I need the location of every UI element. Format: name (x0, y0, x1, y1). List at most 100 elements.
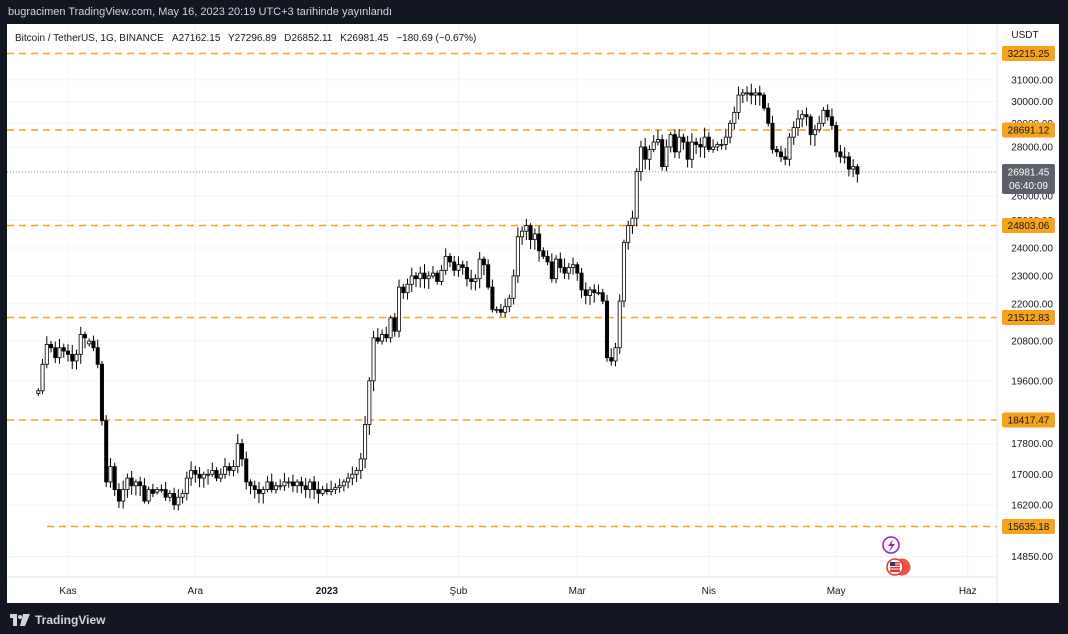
candle (549, 253, 554, 283)
candle-body (91, 340, 96, 349)
candle (397, 279, 402, 338)
candle-body (511, 275, 516, 299)
us-flag-event-icon[interactable] (886, 558, 911, 576)
level-price-tag (1002, 218, 1055, 233)
candle (70, 344, 75, 369)
candle (290, 474, 295, 493)
symbol-legend: Bitcoin / TetherUS, 1G, BINANCE A27162.1… (15, 33, 476, 44)
last-price-countdown: 06:40:09 (1009, 181, 1048, 192)
candle (61, 343, 66, 358)
candle (91, 335, 96, 352)
candle-body (206, 473, 211, 476)
candle (74, 349, 79, 370)
candle-body (571, 264, 576, 268)
candle (681, 133, 686, 150)
candle (795, 110, 800, 136)
candle-body (757, 92, 762, 96)
candle-body (647, 149, 652, 160)
tradingview-brand[interactable]: TradingView (10, 613, 105, 627)
candle (515, 227, 520, 283)
candle-body (167, 492, 172, 498)
candle (329, 480, 334, 496)
candle (133, 479, 138, 496)
candle-body (634, 171, 639, 219)
candle-body (711, 146, 716, 150)
candle-body (278, 485, 283, 488)
candle (299, 476, 304, 494)
price-tick-label: 26000.00 (1011, 192, 1053, 203)
candle (384, 326, 389, 342)
candle (142, 478, 147, 504)
candle-body (112, 466, 117, 490)
candle-body (672, 134, 677, 153)
time-tick-label: Ara (188, 586, 204, 597)
publish-header: bugracimen TradingView.com, May 16, 2023… (0, 0, 1068, 24)
candle (698, 137, 703, 158)
candle-body (812, 129, 817, 136)
candle (206, 469, 211, 485)
time-tick-label: Mar (569, 586, 587, 597)
candle (757, 85, 762, 106)
candle-body (486, 264, 491, 288)
candle (172, 487, 177, 510)
candle-body (537, 233, 542, 252)
candle (150, 483, 155, 498)
candle (354, 467, 359, 483)
time-tick-label: Şub (450, 586, 468, 597)
candle (371, 330, 376, 392)
candle (736, 86, 741, 120)
candle-body (753, 92, 758, 96)
candle (469, 269, 474, 290)
candle-body (783, 156, 788, 160)
candle (800, 110, 805, 128)
legend-low: D26852.11 (284, 33, 333, 44)
candle-body (749, 92, 754, 96)
candle-body (447, 255, 452, 263)
candle (812, 124, 817, 146)
candle (333, 483, 338, 495)
candle-body (40, 363, 45, 392)
candle (401, 283, 406, 299)
symbol-name: Bitcoin / TetherUS, 1G, BINANCE (15, 33, 164, 44)
candle-body (498, 309, 503, 313)
candle-body (346, 477, 351, 483)
price-chart[interactable]: 31000.0030000.0029000.0028000.0027000.00… (7, 24, 1059, 603)
candle (554, 255, 559, 284)
candle (392, 313, 397, 337)
candle-body (740, 92, 745, 96)
candle-body (732, 112, 737, 124)
candle (197, 467, 202, 488)
candle-body (545, 255, 550, 263)
candle-body (371, 337, 376, 382)
candle-body (621, 241, 626, 302)
candle-body (125, 477, 130, 490)
candle-body (664, 146, 669, 168)
candle-body (804, 114, 809, 118)
candle (575, 262, 580, 281)
chart-panel[interactable]: 31000.0030000.0029000.0028000.0027000.00… (7, 24, 1059, 603)
candle (146, 486, 151, 505)
candle-body (430, 272, 435, 277)
candle-body (312, 481, 317, 490)
candle (184, 471, 189, 501)
candle-body (668, 134, 673, 148)
candle-body (261, 489, 266, 494)
candle (503, 298, 508, 318)
candle-body (422, 272, 427, 280)
level-price-label: 18417.47 (1008, 416, 1050, 427)
candle (537, 225, 542, 262)
candle (583, 282, 588, 305)
price-tick-label: 19600.00 (1011, 376, 1053, 387)
candle (460, 260, 465, 275)
candle-body (397, 286, 402, 332)
candle-body (290, 481, 295, 487)
candle (95, 339, 100, 369)
candle (380, 329, 385, 345)
candle (706, 132, 711, 153)
candle-body (566, 267, 571, 274)
candle (719, 138, 724, 150)
candle (753, 88, 758, 105)
candle (651, 135, 656, 153)
flash-event-icon[interactable] (882, 536, 900, 554)
candle (214, 467, 219, 482)
